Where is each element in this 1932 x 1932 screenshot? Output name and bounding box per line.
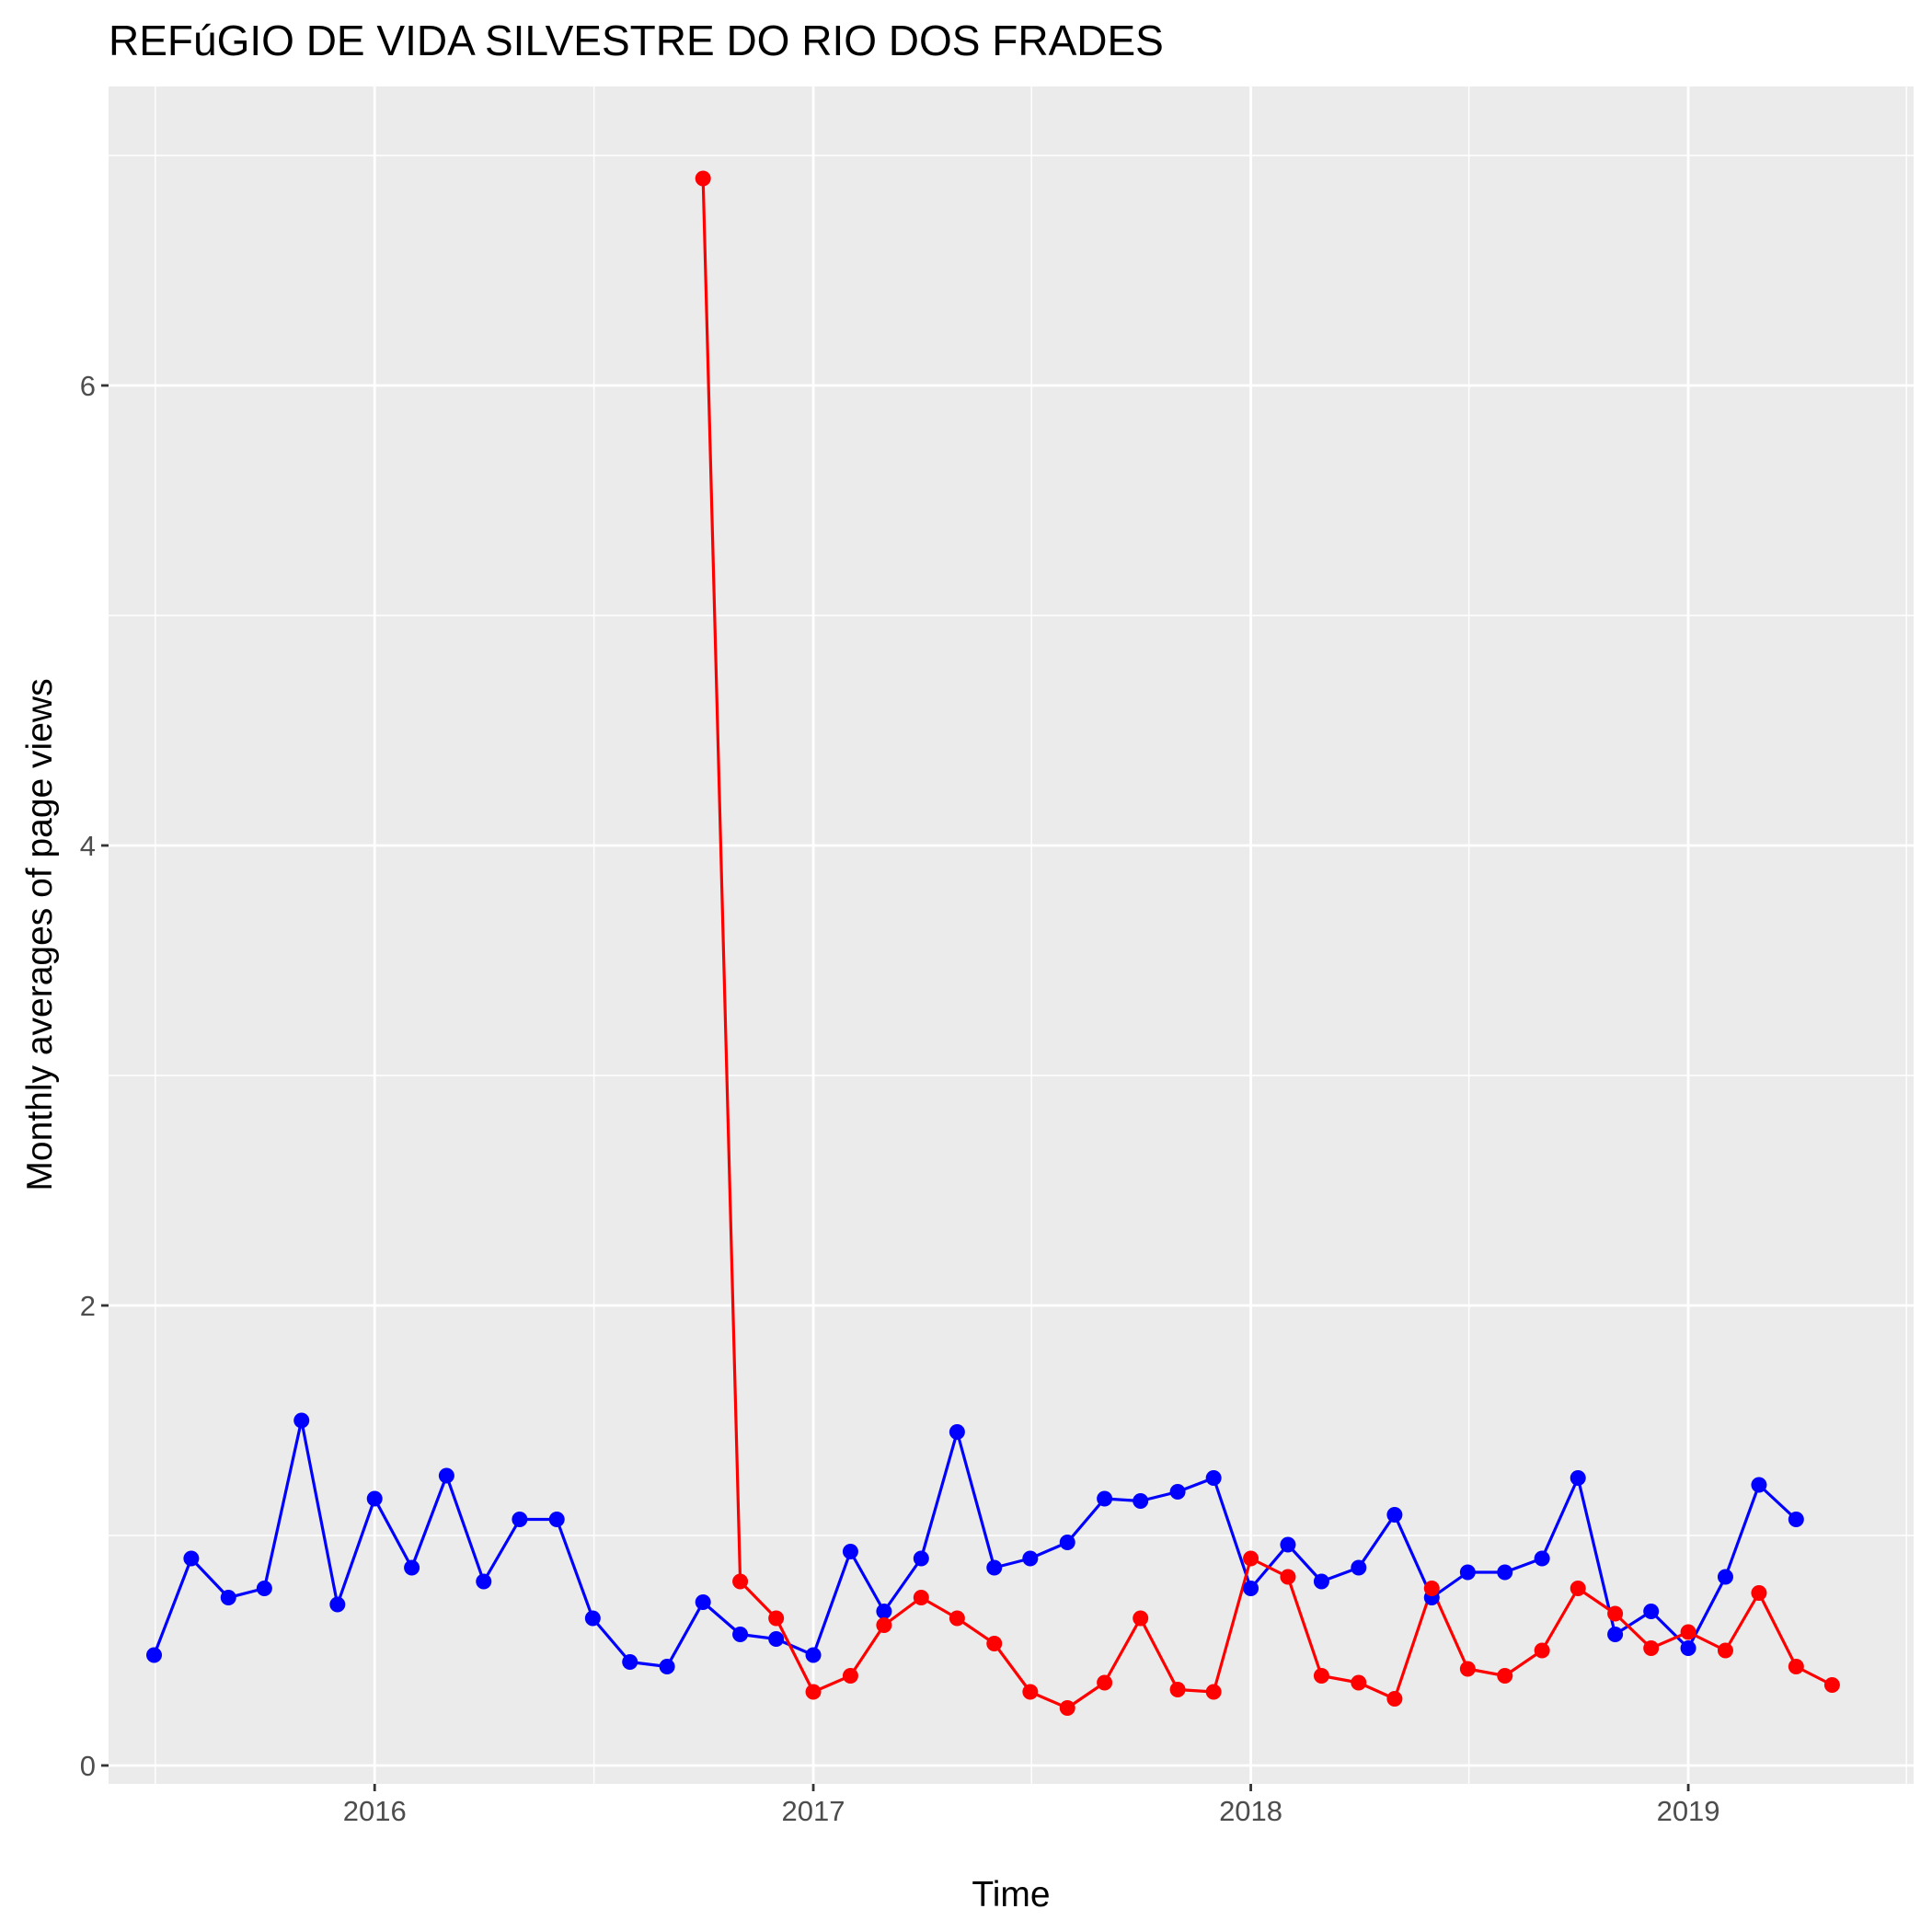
series-1-point bbox=[476, 1573, 492, 1590]
series-2-point bbox=[1717, 1642, 1733, 1659]
series-2-point bbox=[1351, 1674, 1367, 1691]
x-tick-label: 2019 bbox=[1657, 1795, 1720, 1827]
series-points bbox=[146, 170, 1840, 1716]
chart-title: REFúGIO DE VIDA SILVESTRE DO RIO DOS FRA… bbox=[109, 17, 1164, 64]
series-2-point bbox=[1607, 1605, 1624, 1622]
series-1-point bbox=[366, 1490, 383, 1507]
grid-lines bbox=[109, 86, 1914, 1784]
series-2-point bbox=[732, 1573, 749, 1590]
series-1-point bbox=[1133, 1493, 1149, 1509]
series-1-point bbox=[1386, 1507, 1403, 1523]
series-1-point bbox=[1313, 1573, 1329, 1590]
series-2-point bbox=[1459, 1661, 1476, 1677]
y-tick-label: 4 bbox=[80, 830, 96, 862]
y-axis-title: Monthly averages of page views bbox=[20, 678, 60, 1190]
series-1-point bbox=[1205, 1470, 1222, 1486]
series-2-point bbox=[695, 170, 711, 187]
y-tick-label: 2 bbox=[80, 1290, 96, 1322]
series-1-point bbox=[548, 1512, 565, 1527]
x-tick-label: 2017 bbox=[782, 1795, 845, 1827]
series-2-point bbox=[1570, 1581, 1586, 1596]
series-1-point bbox=[768, 1631, 785, 1647]
series-1-point bbox=[1280, 1536, 1296, 1553]
series-1-point bbox=[1570, 1470, 1586, 1486]
series-1-point bbox=[512, 1512, 528, 1527]
series-1-point bbox=[1459, 1564, 1476, 1581]
series-1-point bbox=[293, 1412, 310, 1429]
series-1-point bbox=[986, 1559, 1003, 1576]
series-1-point bbox=[1243, 1581, 1259, 1596]
series-2-point bbox=[1097, 1674, 1113, 1691]
series-2-point bbox=[768, 1610, 785, 1627]
series-1-point bbox=[220, 1590, 236, 1605]
series-line-1 bbox=[153, 1419, 1798, 1669]
series-2-point bbox=[1280, 1569, 1296, 1585]
series-1-point bbox=[1534, 1550, 1550, 1567]
series-2-point bbox=[805, 1684, 822, 1700]
series-2-point bbox=[1022, 1684, 1039, 1700]
series-2-point bbox=[1059, 1700, 1075, 1716]
series-1-point bbox=[876, 1604, 892, 1619]
series-1-point bbox=[1717, 1569, 1733, 1585]
series-2-point bbox=[1133, 1610, 1149, 1627]
series-2-point bbox=[1643, 1640, 1660, 1656]
series-2-point bbox=[1313, 1668, 1329, 1684]
series-1-point bbox=[659, 1659, 675, 1674]
series-1-point bbox=[1059, 1535, 1075, 1550]
y-tick-label: 0 bbox=[80, 1750, 96, 1782]
axes: 2016 2017 2018 2019 0 2 4 6 bbox=[80, 370, 1720, 1827]
series-1-point bbox=[1788, 1512, 1804, 1527]
series-1-point bbox=[622, 1654, 638, 1670]
series-1-point bbox=[183, 1550, 200, 1567]
series-2-point bbox=[1205, 1684, 1222, 1700]
series-1-point bbox=[1607, 1627, 1624, 1642]
series-1-point bbox=[913, 1550, 929, 1567]
series-2-point bbox=[1534, 1642, 1550, 1659]
series-2-point bbox=[1169, 1682, 1186, 1697]
series-1-point bbox=[842, 1544, 858, 1559]
series-2-point bbox=[1680, 1624, 1696, 1640]
series-1-point bbox=[1751, 1477, 1767, 1493]
series-1-point bbox=[1680, 1640, 1696, 1656]
series-2-point bbox=[1423, 1581, 1440, 1596]
series-1-point bbox=[1497, 1564, 1513, 1581]
series-1-point bbox=[1351, 1559, 1367, 1576]
series-1-point bbox=[805, 1647, 822, 1663]
series-1-point bbox=[146, 1647, 163, 1663]
series-2-point bbox=[913, 1590, 929, 1605]
plot-panel bbox=[109, 86, 1914, 1784]
x-tick-label: 2018 bbox=[1219, 1795, 1282, 1827]
series-1-point bbox=[329, 1596, 346, 1613]
series-1-point bbox=[1643, 1604, 1660, 1619]
series-1-point bbox=[732, 1627, 749, 1642]
series-2-point bbox=[1788, 1659, 1804, 1674]
series-1-point bbox=[949, 1424, 965, 1440]
x-tick-label: 2016 bbox=[343, 1795, 407, 1827]
series-2-point bbox=[1751, 1585, 1767, 1601]
series-1-point bbox=[1097, 1490, 1113, 1507]
series-2-point bbox=[949, 1610, 965, 1627]
series-1-point bbox=[438, 1467, 454, 1484]
series-1-point bbox=[584, 1610, 601, 1627]
series-2-point bbox=[1243, 1550, 1259, 1567]
y-tick-label: 6 bbox=[80, 370, 96, 402]
series-1-point bbox=[695, 1594, 711, 1610]
series-1-point bbox=[1022, 1550, 1039, 1567]
x-axis-title: Time bbox=[972, 1875, 1050, 1915]
series-1-point bbox=[1169, 1484, 1186, 1500]
series-1-point bbox=[256, 1581, 272, 1596]
series-1-point bbox=[404, 1559, 420, 1576]
series-2-point bbox=[1823, 1677, 1840, 1693]
series-2-point bbox=[842, 1668, 858, 1684]
series-2-point bbox=[986, 1636, 1003, 1651]
series-2-point bbox=[876, 1617, 892, 1633]
series-2-point bbox=[1386, 1691, 1403, 1707]
series-2-point bbox=[1497, 1668, 1513, 1684]
